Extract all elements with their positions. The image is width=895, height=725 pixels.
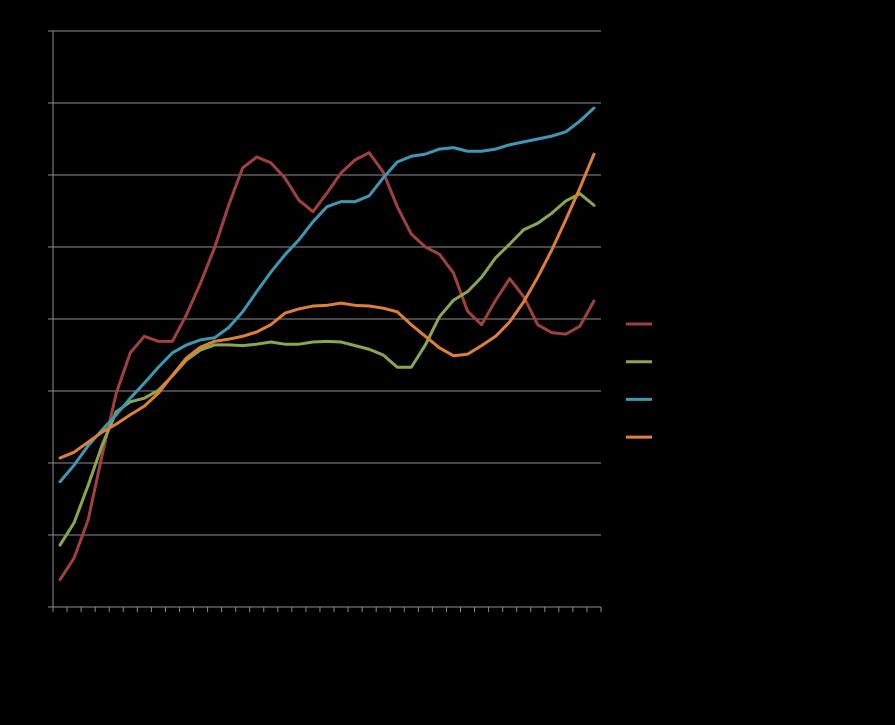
series-line <box>58 192 596 547</box>
series-line <box>58 152 596 460</box>
series-line <box>58 106 596 484</box>
series-line <box>58 151 596 582</box>
